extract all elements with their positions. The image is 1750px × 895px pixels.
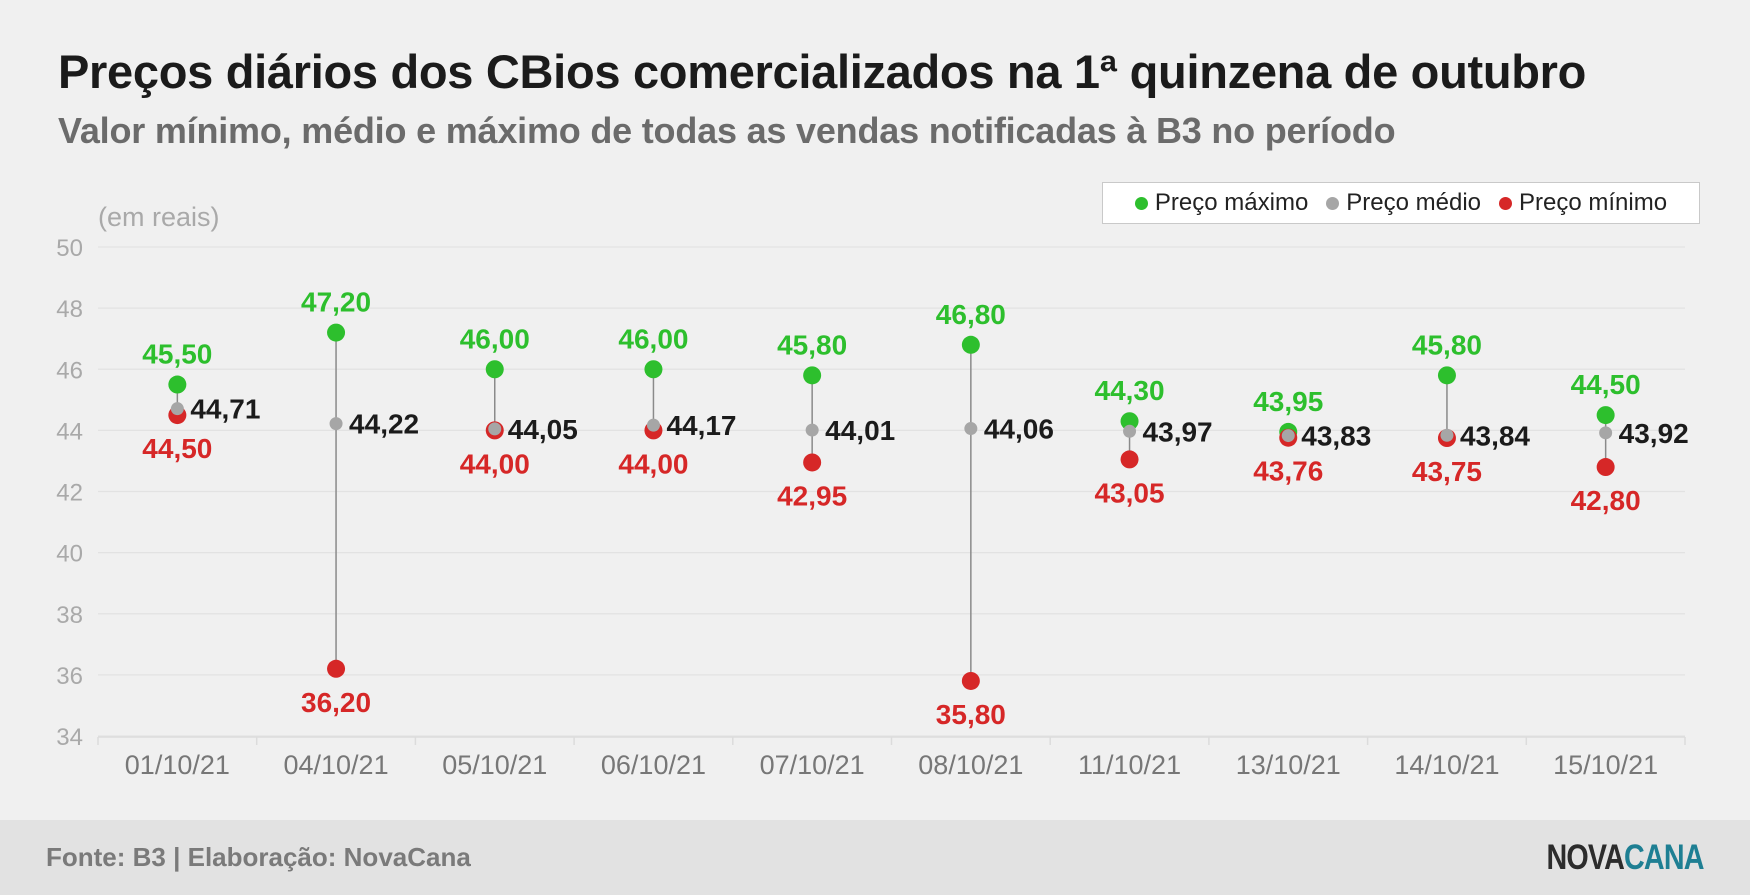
min-data-label: 43,76: [1253, 456, 1323, 487]
avg-point: [1123, 424, 1137, 438]
max-data-label: 47,20: [301, 287, 371, 318]
avg-point: [1281, 429, 1295, 443]
novacana-logo: NOVACANA: [1546, 838, 1705, 878]
max-data-label: 46,00: [460, 323, 530, 354]
source-note: Fonte: B3 | Elaboração: NovaCana: [46, 842, 471, 872]
max-data-label: 46,00: [618, 323, 688, 354]
avg-data-label: 43,84: [1460, 420, 1530, 451]
max-data-label: 45,80: [1412, 329, 1482, 360]
legend-item-max: Preço máximo: [1134, 189, 1309, 217]
legend-marker-min: [1499, 196, 1513, 210]
x-tick-label: 08/10/21: [918, 750, 1023, 780]
y-axis-title: (em reais): [98, 202, 220, 232]
min-data-label: 44,50: [142, 433, 212, 464]
y-tick-label: 36: [56, 663, 83, 690]
min-data-label: 43,75: [1412, 456, 1482, 487]
chart-legend: Preço máximo Preço médio Preço mínimo: [1102, 182, 1700, 224]
max-point: [1596, 406, 1615, 425]
min-point: [1120, 450, 1139, 469]
logo-text-nova: NOVA: [1546, 838, 1625, 877]
avg-point: [488, 422, 502, 436]
max-data-label: 43,95: [1253, 386, 1323, 417]
avg-data-label: 44,05: [508, 414, 578, 445]
avg-data-label: 44,17: [666, 410, 736, 441]
legend-label-max: Preço máximo: [1154, 189, 1309, 216]
max-point: [168, 375, 187, 394]
x-tick-label: 01/10/21: [125, 750, 230, 780]
x-tick-label: 05/10/21: [442, 750, 547, 780]
min-point: [961, 671, 980, 690]
avg-point: [805, 423, 819, 437]
y-tick-label: 40: [56, 541, 83, 568]
avg-data-label: 44,06: [984, 414, 1054, 445]
max-point: [1437, 366, 1456, 385]
legend-item-min: Preço mínimo: [1499, 189, 1667, 217]
avg-data-label: 43,83: [1301, 421, 1371, 452]
avg-data-label: 43,92: [1619, 418, 1689, 449]
min-point: [1596, 458, 1615, 477]
min-data-label: 36,20: [301, 687, 371, 718]
max-point: [644, 360, 663, 379]
max-point: [485, 360, 504, 379]
y-tick-label: 50: [56, 235, 83, 262]
min-data-label: 44,00: [618, 448, 688, 479]
legend-label-min: Preço mínimo: [1519, 189, 1668, 216]
legend-marker-max: [1134, 196, 1148, 210]
footer-bar: Fonte: B3 | Elaboração: NovaCana NOVACAN…: [0, 820, 1750, 895]
min-data-label: 42,80: [1571, 485, 1641, 516]
x-tick-label: 13/10/21: [1236, 750, 1341, 780]
legend-item-avg: Preço médio: [1326, 189, 1481, 217]
avg-data-label: 44,22: [349, 409, 419, 440]
max-point: [1120, 412, 1139, 431]
avg-point: [1599, 426, 1613, 440]
chart-title: Preços diários dos CBios comercializados…: [58, 45, 1587, 98]
avg-data-label: 44,71: [190, 394, 260, 425]
avg-data-label: 44,01: [825, 415, 895, 446]
avg-point: [329, 417, 343, 431]
y-tick-label: 34: [56, 724, 83, 751]
min-data-label: 43,05: [1095, 477, 1165, 508]
logo-text-cana: CANA: [1624, 838, 1704, 877]
avg-data-label: 43,97: [1143, 416, 1213, 447]
x-tick-label: 14/10/21: [1394, 750, 1499, 780]
max-point: [803, 366, 822, 385]
y-tick-label: 38: [56, 602, 83, 629]
y-tick-label: 44: [56, 418, 83, 445]
x-tick-label: 04/10/21: [283, 750, 388, 780]
x-tick-label: 06/10/21: [601, 750, 706, 780]
max-data-label: 44,50: [1571, 369, 1641, 400]
x-tick-label: 11/10/21: [1078, 750, 1181, 780]
min-point: [803, 453, 822, 472]
legend-marker-avg: [1326, 196, 1340, 210]
y-tick-label: 48: [56, 296, 83, 323]
chart-subtitle: Valor mínimo, médio e máximo de todas as…: [58, 110, 1396, 151]
min-data-label: 42,95: [777, 480, 847, 511]
max-point: [327, 323, 346, 342]
max-data-label: 46,80: [936, 299, 1006, 330]
min-data-label: 44,00: [460, 448, 530, 479]
y-tick-label: 42: [56, 480, 83, 507]
max-data-label: 44,30: [1095, 375, 1165, 406]
chart-plot: (em reais) 34 36 38 40 42 44 46 48 50 01/10/21 04/1…: [56, 202, 1689, 780]
x-tick-label: 15/10/21: [1553, 750, 1658, 780]
legend-label-avg: Preço médio: [1346, 189, 1482, 216]
max-data-label: 45,50: [142, 339, 212, 370]
y-tick-label: 46: [56, 357, 83, 384]
avg-point: [646, 418, 660, 432]
min-point: [327, 659, 346, 678]
x-tick-label: 07/10/21: [760, 750, 865, 780]
max-point: [961, 335, 980, 354]
min-data-label: 35,80: [936, 699, 1006, 730]
max-data-label: 45,80: [777, 329, 847, 360]
avg-point: [170, 402, 184, 416]
avg-point: [1440, 428, 1454, 442]
avg-point: [964, 422, 978, 436]
